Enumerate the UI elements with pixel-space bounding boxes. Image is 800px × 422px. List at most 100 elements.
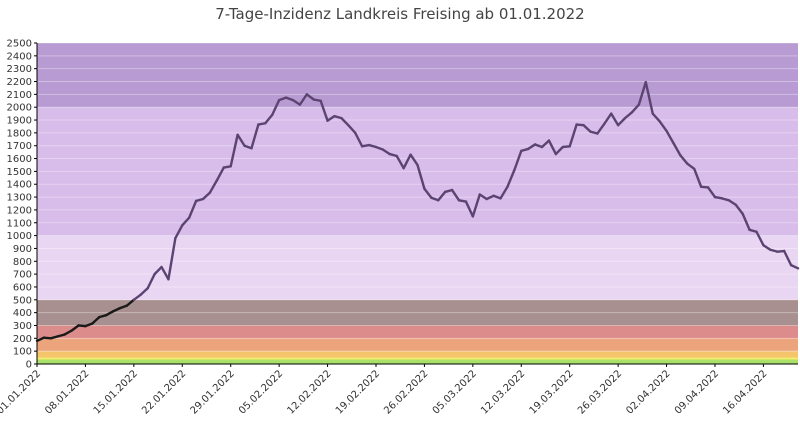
y-tick-label: 900 [13, 244, 32, 255]
series-segment [492, 194, 502, 200]
series-segment [506, 168, 516, 189]
series-segment [526, 143, 537, 151]
y-tick-label: 2000 [7, 103, 32, 114]
series-segment [782, 249, 793, 267]
series-segment [547, 139, 558, 156]
series-segment [409, 153, 419, 167]
x-tick-labels: 01.01.2022 08.01.2022 15.01.2022 22.01.2022… [0, 364, 770, 417]
y-tick-label: 0 [26, 360, 32, 371]
series-segment [284, 96, 295, 102]
x-tick-label: 29.01.2022 [189, 368, 237, 416]
series-segment [706, 186, 717, 199]
x-tick-label: 05.02.2022 [237, 368, 285, 416]
series-segment [430, 196, 440, 202]
y-tick-label: 1300 [7, 193, 32, 204]
incidence-bands [37, 43, 798, 364]
series-segment [616, 116, 627, 127]
series-segment [596, 122, 606, 135]
series-segment [243, 144, 253, 150]
series-segment [554, 145, 564, 156]
y-tick-label: 500 [13, 295, 32, 306]
y-tick-label: 2100 [7, 90, 32, 101]
series-segment [201, 191, 212, 201]
x-tick-label: 22.01.2022 [140, 368, 188, 416]
y-tick-label: 2500 [7, 39, 32, 50]
series-segment [319, 99, 329, 122]
series-segment [63, 329, 73, 336]
series-segment [291, 98, 302, 106]
series-segment [104, 310, 115, 317]
series-segment [437, 190, 447, 202]
y-tick-label: 2400 [7, 51, 32, 62]
gridlines [37, 42, 798, 352]
x-tick-label: 08.01.2022 [43, 368, 91, 416]
series-segment [402, 153, 412, 170]
x-tick-label: 09.04.2022 [673, 368, 721, 416]
band-500-1000 [37, 235, 798, 300]
series-segment [35, 336, 46, 343]
band-2000-2500 [37, 43, 798, 108]
band-1000-2000 [37, 107, 798, 236]
band-50-100 [37, 351, 798, 358]
axes [36, 43, 798, 365]
series-line [35, 80, 800, 343]
series-segment [499, 185, 509, 200]
x-tick-label: 15.01.2022 [92, 368, 140, 416]
series-segment [450, 188, 461, 202]
series-segment [229, 133, 239, 168]
series-segment [160, 265, 170, 281]
series-segment [672, 141, 682, 157]
series-segment [582, 123, 592, 133]
x-tick-label: 19.02.2022 [334, 368, 382, 416]
y-tick-label: 100 [13, 347, 32, 358]
y-tick-label: 300 [13, 321, 32, 332]
series-segment [727, 199, 737, 206]
series-segment [174, 224, 184, 240]
y-tick-label: 600 [13, 282, 32, 293]
y-tick-label: 1100 [7, 218, 32, 229]
y-tick-label: 2200 [7, 77, 32, 88]
series-segment [416, 163, 426, 190]
x-tick-label: 02.04.2022 [624, 368, 672, 416]
band-300-500 [37, 299, 798, 326]
series-segment [181, 216, 191, 227]
band-100-200 [37, 338, 798, 352]
band-0-35 [37, 359, 798, 364]
series-segment [741, 212, 751, 232]
series-segment [91, 315, 101, 325]
y-tick-label: 1700 [7, 141, 32, 152]
series-segment [540, 139, 551, 149]
series-segment [381, 148, 392, 156]
series-segment [755, 230, 765, 247]
y-tick-label: 2300 [7, 64, 32, 75]
series-segment [271, 98, 281, 117]
series-segment [568, 123, 578, 148]
series-segment [187, 199, 198, 219]
series-segment [139, 287, 149, 296]
series-segment [208, 179, 219, 194]
series-segment [153, 265, 163, 276]
series-segment [340, 116, 350, 127]
series-segment [651, 112, 661, 123]
y-tick-label: 1200 [7, 205, 32, 216]
y-tick-label: 1500 [7, 167, 32, 178]
series-segment [264, 113, 274, 125]
series-segment [298, 93, 309, 106]
x-tick-label: 12.03.2022 [479, 368, 527, 416]
band-200-300 [37, 325, 798, 339]
series-segment [374, 145, 385, 151]
band-35-50 [37, 357, 798, 360]
series-segment [789, 263, 800, 270]
series-segment [236, 133, 246, 147]
series-segment [658, 120, 668, 133]
series-segment [167, 236, 177, 281]
series-segment [111, 306, 122, 313]
series-segment [125, 298, 136, 307]
series-segment [305, 93, 315, 101]
series-segment [423, 187, 433, 199]
series-segment [395, 154, 405, 170]
x-tick-label: 01.01.2022 [0, 368, 43, 416]
series-segment [533, 143, 544, 149]
